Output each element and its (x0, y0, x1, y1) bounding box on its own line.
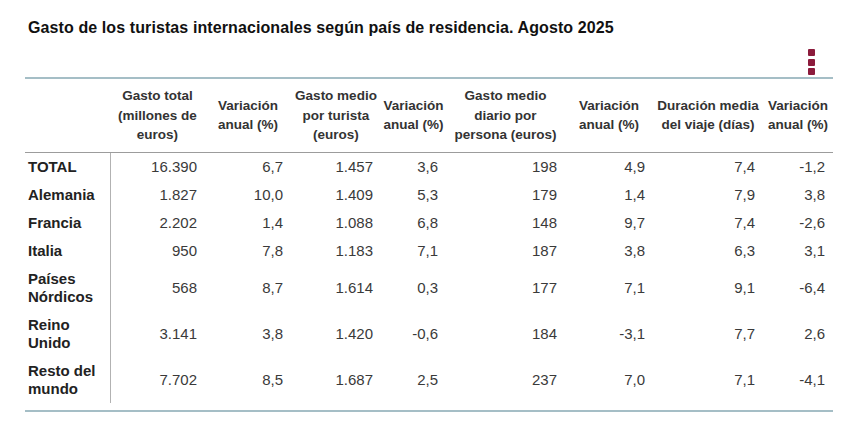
cell-value: 2.202 (110, 209, 205, 237)
row-label: Resto del mundo (25, 357, 110, 403)
cell-value: 1,4 (205, 209, 291, 237)
cell-value: 187 (446, 237, 565, 265)
row-label: Países Nórdicos (25, 265, 110, 311)
cell-value: 3,8 (565, 237, 653, 265)
cell-value: 2,5 (381, 357, 446, 403)
cell-value: 184 (446, 311, 565, 357)
cell-value: 3,6 (381, 152, 446, 181)
cell-value: 7,4 (653, 209, 763, 237)
row-label: Alemania (25, 181, 110, 209)
table-row: TOTAL16.3906,71.4573,61984,97,4-1,2 (25, 152, 833, 181)
page-title: Gasto de los turistas internacionales se… (28, 19, 614, 37)
column-header: Duración media del viaje (días) (653, 79, 763, 152)
row-label: Francia (25, 209, 110, 237)
table-row: Resto del mundo7.7028,51.6872,52377,07,1… (25, 357, 833, 403)
cell-value: -6,4 (763, 265, 833, 311)
table-row: Italia9507,81.1837,11873,86,33,1 (25, 237, 833, 265)
cell-value: 7,1 (381, 237, 446, 265)
cell-value: 7,0 (565, 357, 653, 403)
cell-value: 10,0 (205, 181, 291, 209)
cell-value: 7,8 (205, 237, 291, 265)
cell-value: 7,7 (653, 311, 763, 357)
cell-value: 1.827 (110, 181, 205, 209)
row-label: Italia (25, 237, 110, 265)
cell-value: 7,9 (653, 181, 763, 209)
cell-value: 3,8 (763, 181, 833, 209)
cell-value: 177 (446, 265, 565, 311)
row-label: TOTAL (25, 152, 110, 181)
row-label: Reino Unido (25, 311, 110, 357)
cell-value: 1.183 (291, 237, 381, 265)
cell-value: -3,1 (565, 311, 653, 357)
kebab-menu-icon (808, 59, 815, 66)
cell-value: 568 (110, 265, 205, 311)
cell-value: 7,1 (653, 357, 763, 403)
kebab-menu-icon (808, 49, 815, 56)
cell-value: 6,7 (205, 152, 291, 181)
kebab-menu-icon (808, 68, 815, 75)
cell-value: 6,8 (381, 209, 446, 237)
table-header: Gasto total (millones de euros)Variación… (25, 79, 833, 152)
column-header: Variación anual (%) (565, 79, 653, 152)
column-header: Variación anual (%) (763, 79, 833, 152)
table-row: Países Nórdicos5688,71.6140,31777,19,1-6… (25, 265, 833, 311)
cell-value: 9,7 (565, 209, 653, 237)
table-body: TOTAL16.3906,71.4573,61984,97,4-1,2Alema… (25, 152, 833, 403)
options-menu-button[interactable] (797, 46, 825, 78)
cell-value: 3,8 (205, 311, 291, 357)
column-header: Variación anual (%) (205, 79, 291, 152)
column-header: Gasto medio por turista (euros) (291, 79, 381, 152)
cell-value: 237 (446, 357, 565, 403)
corner-cell (25, 79, 110, 152)
column-header: Variación anual (%) (381, 79, 446, 152)
column-header: Gasto medio diario por persona (euros) (446, 79, 565, 152)
cell-value: 8,5 (205, 357, 291, 403)
cell-value: 1.687 (291, 357, 381, 403)
table-row: Reino Unido3.1413,81.420-0,6184-3,17,72,… (25, 311, 833, 357)
cell-value: 4,9 (565, 152, 653, 181)
cell-value: 3.141 (110, 311, 205, 357)
cell-value: 16.390 (110, 152, 205, 181)
column-header: Gasto total (millones de euros) (110, 79, 205, 152)
cell-value: -2,6 (763, 209, 833, 237)
header-row: Gasto total (millones de euros)Variación… (25, 79, 833, 152)
cell-value: 7,4 (653, 152, 763, 181)
statistics-table: Gasto total (millones de euros)Variación… (25, 79, 833, 403)
cell-value: -0,6 (381, 311, 446, 357)
cell-value: -1,2 (763, 152, 833, 181)
cell-value: 1,4 (565, 181, 653, 209)
table-row: Alemania1.82710,01.4095,31791,47,93,8 (25, 181, 833, 209)
cell-value: 179 (446, 181, 565, 209)
cell-value: 1.614 (291, 265, 381, 311)
cell-value: 7,1 (565, 265, 653, 311)
cell-value: 1.420 (291, 311, 381, 357)
cell-value: 8,7 (205, 265, 291, 311)
cell-value: 2,6 (763, 311, 833, 357)
cell-value: 1.457 (291, 152, 381, 181)
cell-value: 6,3 (653, 237, 763, 265)
cell-value: 950 (110, 237, 205, 265)
cell-value: 9,1 (653, 265, 763, 311)
table-row: Francia2.2021,41.0886,81489,77,4-2,6 (25, 209, 833, 237)
cell-value: 148 (446, 209, 565, 237)
cell-value: 1.088 (291, 209, 381, 237)
cell-value: 3,1 (763, 237, 833, 265)
cell-value: 0,3 (381, 265, 446, 311)
cell-value: 7.702 (110, 357, 205, 403)
statistics-table-container: Gasto total (millones de euros)Variación… (25, 77, 833, 412)
cell-value: 1.409 (291, 181, 381, 209)
cell-value: 198 (446, 152, 565, 181)
cell-value: 5,3 (381, 181, 446, 209)
cell-value: -4,1 (763, 357, 833, 403)
